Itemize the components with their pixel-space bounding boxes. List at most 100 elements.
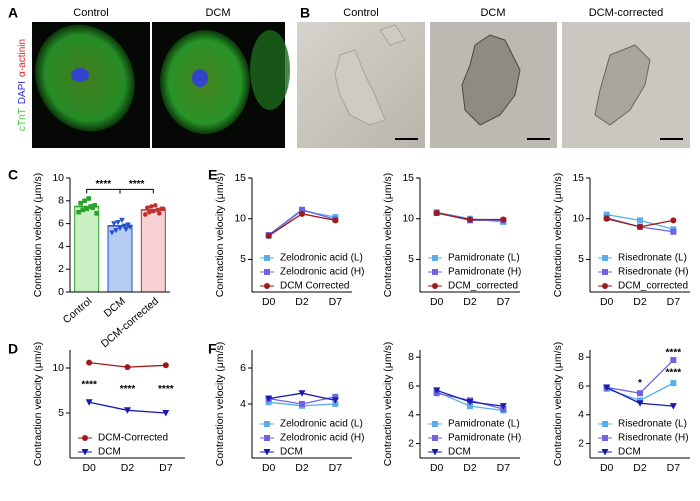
data-point <box>603 211 610 218</box>
data-point <box>82 198 87 204</box>
data-point <box>433 210 440 217</box>
bar <box>107 225 133 293</box>
y-axis-label: Contraction velocity (μm/s) <box>214 173 226 298</box>
data-point <box>147 209 152 215</box>
data-point <box>115 220 121 226</box>
legend-label: Risedronate (H) <box>618 433 689 444</box>
data-point <box>603 215 610 222</box>
y-tick-label: 6 <box>58 217 64 229</box>
legend-marker <box>432 283 438 289</box>
y-tick-label: 2 <box>408 437 414 449</box>
data-point <box>670 357 677 364</box>
y-axis-label: Contraction velocity (μm/s) <box>382 342 394 467</box>
y-tick-label: 15 <box>572 172 584 184</box>
significance-label: **** <box>96 179 112 190</box>
data-point <box>85 399 93 406</box>
y-tick-label: 8 <box>578 351 584 363</box>
y-tick-label: 5 <box>408 253 414 265</box>
y-tick-label: 4 <box>58 240 64 252</box>
panel-label: E <box>208 167 217 183</box>
legend-marker <box>264 283 270 289</box>
data-point <box>603 384 611 391</box>
x-tick-label: D0 <box>262 296 276 308</box>
legend-label: Pamidronate (L) <box>448 419 520 430</box>
x-tick-label: D0 <box>262 462 276 474</box>
y-tick-label: 10 <box>402 212 414 224</box>
legend-label: Pamidronate (L) <box>448 253 520 264</box>
data-point <box>332 401 339 407</box>
data-point <box>94 211 99 216</box>
y-tick-label: 10 <box>572 212 584 224</box>
data-point <box>124 407 131 414</box>
legend-marker <box>264 255 270 261</box>
legend-marker <box>602 283 608 289</box>
y-tick-label: 6 <box>578 380 584 392</box>
legend-label: Risedronate (L) <box>618 419 687 430</box>
data-point <box>127 224 133 230</box>
data-point <box>153 203 158 208</box>
x-tick-label: D7 <box>329 462 343 474</box>
data-point <box>467 216 473 223</box>
legend-marker <box>263 449 271 456</box>
image-title: Control <box>73 7 108 19</box>
data-point <box>162 410 170 417</box>
x-tick-label: D0 <box>430 462 444 474</box>
legend-label: DCM <box>98 447 121 458</box>
y-tick-label: 0 <box>58 286 64 298</box>
legend-marker <box>82 435 88 441</box>
data-point <box>637 223 643 230</box>
data-point <box>123 227 129 233</box>
data-point <box>467 403 473 410</box>
data-point <box>298 390 306 397</box>
data-point <box>332 393 339 400</box>
panel-label: C <box>8 167 18 183</box>
data-point <box>84 206 89 212</box>
legend-label: Zelodronic acid (L) <box>280 419 363 430</box>
data-point <box>111 221 117 227</box>
y-tick-label: 15 <box>234 172 246 184</box>
significance-label: **** <box>666 368 682 379</box>
significance-label: **** <box>81 380 97 391</box>
data-point <box>669 403 677 410</box>
significance-bracket <box>119 188 154 194</box>
legend-label: Risedronate (L) <box>618 253 687 264</box>
legend-marker <box>432 421 438 427</box>
y-tick-label: 10 <box>234 212 246 224</box>
legend-label: Zelodronic acid (L) <box>280 253 363 264</box>
y-tick-label: 2 <box>578 437 584 449</box>
legend-label: DCM <box>618 447 641 458</box>
legend-marker <box>602 421 608 427</box>
data-point <box>86 196 91 201</box>
legend-label: Risedronate (H) <box>618 267 689 278</box>
legend-label: DCM <box>280 447 303 458</box>
x-tick-label: D0 <box>600 462 614 474</box>
y-tick-label: 8 <box>58 195 64 207</box>
panel-label: B <box>300 5 310 21</box>
data-point <box>162 362 169 369</box>
data-point <box>149 204 154 209</box>
legend-marker <box>264 435 270 441</box>
data-point <box>265 232 272 239</box>
y-tick-label: 8 <box>408 351 414 363</box>
significance-label: * <box>638 378 642 389</box>
data-point <box>670 228 677 235</box>
data-point <box>331 397 339 404</box>
data-point <box>637 217 643 224</box>
x-tick-label: D0 <box>82 462 96 474</box>
x-tick-label: D7 <box>667 296 681 308</box>
y-tick-label: 6 <box>240 362 246 374</box>
y-tick-label: 5 <box>240 253 246 265</box>
data-point <box>90 205 95 210</box>
y-tick-label: 6 <box>408 380 414 392</box>
legend-marker <box>602 435 608 441</box>
image-title: DCM <box>480 7 505 19</box>
legend-marker <box>432 255 438 261</box>
x-tick-label: D7 <box>159 462 173 474</box>
significance-label: **** <box>666 348 682 359</box>
data-point <box>636 400 644 407</box>
significance-label: **** <box>158 384 174 395</box>
y-tick-label: 2 <box>58 263 64 275</box>
data-point <box>143 212 148 217</box>
y-tick-label: 4 <box>408 409 414 421</box>
legend-marker <box>431 449 439 456</box>
